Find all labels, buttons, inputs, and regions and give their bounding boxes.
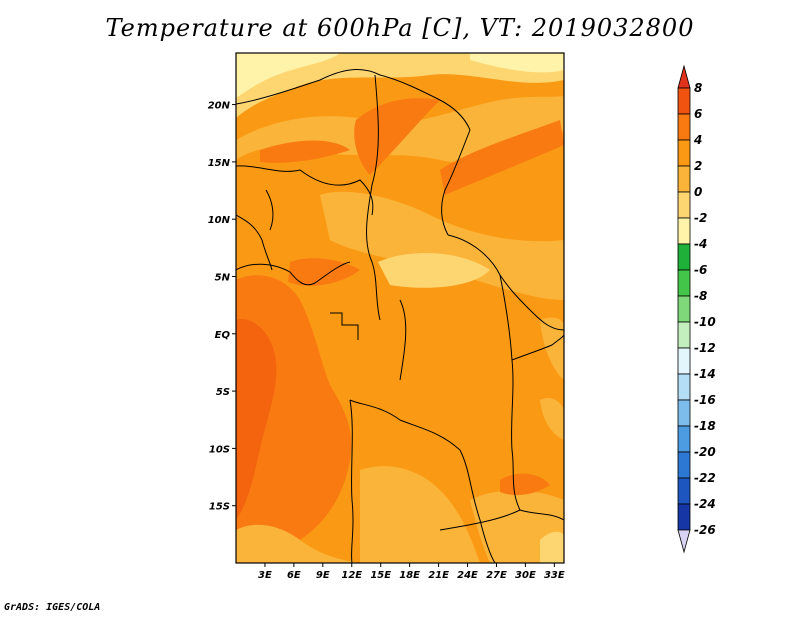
colorbar-level-label: -8: [694, 289, 707, 303]
colorbar-level-label: -22: [694, 471, 716, 485]
colorbar-level-label: -10: [694, 315, 716, 329]
colorbar-level-label: 4: [693, 133, 702, 147]
colorbar-level-label: -12: [694, 341, 716, 355]
lon-tick-label: 15E: [370, 570, 391, 581]
colorbar-box: [677, 295, 691, 323]
lon-tick-label: 3E: [258, 570, 272, 581]
colorbar-box: [677, 191, 691, 219]
longitude-axis: 3E 6E 9E 12E 15E 18E 21E 24E 27E 30E 33E: [258, 563, 565, 581]
colorbar-box: [677, 87, 691, 115]
lon-tick-label: 27E: [486, 570, 507, 581]
colorbar-box: [677, 321, 691, 349]
colorbar-level-label: -18: [694, 419, 716, 433]
colorbar-box: [677, 503, 691, 531]
colorbar-box: [677, 399, 691, 427]
colorbar-level-label: -24: [694, 497, 716, 511]
colorbar-level-label: -4: [694, 237, 707, 251]
lat-tick-label: EQ: [215, 330, 231, 341]
country-borders: [236, 69, 564, 563]
colorbar-level-label: 8: [694, 81, 702, 95]
lat-tick-label: 15N: [208, 158, 231, 169]
colorbar-level-label: -2: [694, 211, 707, 225]
colorbar-level-label: -16: [694, 393, 716, 407]
colorbar-box: [677, 217, 691, 245]
lon-tick-label: 33E: [544, 570, 565, 581]
latitude-axis: 20N 15N 10N 5N EQ 5S 10S 15S: [208, 101, 236, 513]
colorbar-box: [677, 269, 691, 297]
colorbar-level-label: -20: [694, 445, 716, 459]
colorbar-bottom-arrow: [677, 529, 691, 554]
map-frame: [235, 52, 565, 564]
colorbar-level-label: -26: [694, 523, 716, 537]
colorbar-box: [677, 477, 691, 505]
lat-tick-label: 15S: [209, 502, 230, 513]
lon-tick-label: 12E: [341, 570, 362, 581]
grads-credit: GrADS: IGES/COLA: [4, 602, 101, 613]
colorbar-box: [677, 113, 691, 141]
lon-tick-label: 9E: [316, 570, 330, 581]
lon-tick-label: 6E: [287, 570, 301, 581]
lat-tick-label: 5N: [215, 272, 231, 283]
colorbar-level-label: -14: [694, 367, 716, 381]
colorbar-level-label: -6: [694, 263, 707, 277]
chart-title: Temperature at 600hPa [C], VT: 201903280…: [105, 14, 695, 42]
colorbar-box: [677, 165, 691, 193]
colorbar-box: [677, 243, 691, 271]
colorbar-box: [677, 425, 691, 453]
colorbar-level-label: 6: [694, 107, 702, 121]
colorbar: 8 6 4 2 0 -2 -4 -6 -8 -10 -12 -14 -16 -18 -20 -22 -24 -26: [677, 64, 716, 554]
lon-tick-label: 21E: [428, 570, 449, 581]
colorbar-level-label: 0: [694, 185, 702, 199]
lon-tick-label: 18E: [399, 570, 420, 581]
lat-tick-label: 10S: [209, 444, 230, 455]
lat-tick-label: 10N: [208, 215, 231, 226]
colorbar-box: [677, 451, 691, 479]
colorbar-box: [677, 347, 691, 375]
colorbar-box: [677, 139, 691, 167]
colorbar-box: [677, 373, 691, 401]
colorbar-level-label: 2: [694, 159, 702, 173]
lat-tick-label: 5S: [216, 387, 230, 398]
lon-tick-label: 30E: [515, 570, 536, 581]
lon-tick-label: 24E: [457, 570, 478, 581]
colorbar-top-arrow: [677, 64, 691, 89]
lat-tick-label: 20N: [208, 101, 231, 112]
temperature-field: [236, 53, 564, 563]
